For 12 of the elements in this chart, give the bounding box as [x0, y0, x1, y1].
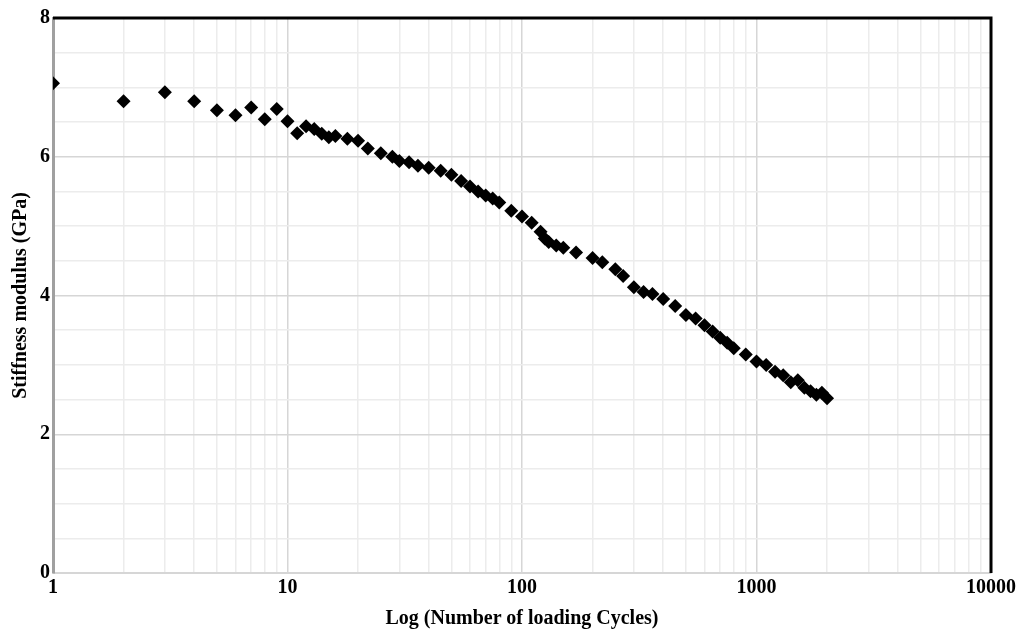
x-tick-label: 1000: [736, 575, 777, 598]
x-tick-label: 10: [277, 575, 298, 598]
y-tick-label: 2: [40, 421, 50, 444]
x-tick-label: 100: [507, 575, 537, 598]
x-tick-label: 1: [48, 575, 58, 598]
y-tick-label: 4: [40, 282, 50, 305]
y-tick-label: 6: [40, 143, 50, 166]
y-axis-title: Stiffness modulus (GPa): [8, 192, 32, 399]
x-axis-title: Log (Number of loading Cycles): [385, 606, 659, 630]
x-tick-label: 10000: [966, 575, 1016, 598]
y-tick-label: 0: [40, 560, 50, 583]
y-tick-label: 8: [40, 5, 50, 28]
